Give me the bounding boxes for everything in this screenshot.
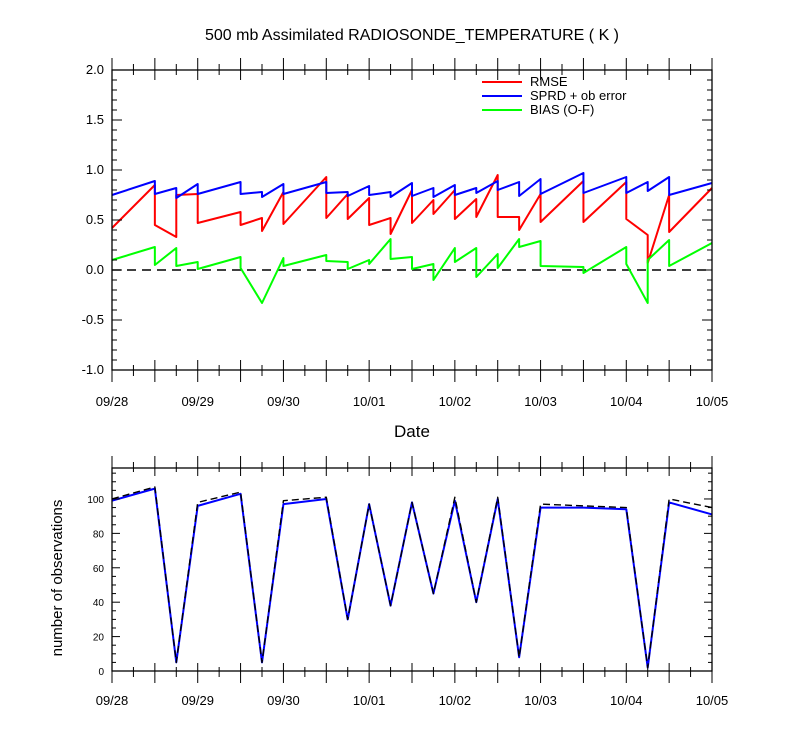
x-tick-label: 10/01 [353, 693, 386, 708]
legend-label-rmse: RMSE [530, 74, 568, 89]
y-tick-label: -1.0 [82, 362, 104, 377]
y-tick-label: 1.0 [86, 162, 104, 177]
x-tick-label: 10/03 [524, 693, 557, 708]
y-tick-label: 0.5 [86, 212, 104, 227]
y-tick-label: 80 [93, 529, 105, 540]
chart-title: 500 mb Assimilated RADIOSONDE_TEMPERATUR… [205, 27, 619, 44]
y-tick-label: 0.0 [86, 262, 104, 277]
x-tick-label: 10/02 [439, 394, 472, 409]
x-tick-label: 10/05 [696, 394, 729, 409]
x-tick-label: 10/01 [353, 394, 386, 409]
series-line-used [111, 487, 713, 669]
series-line-sprd-ob-error [111, 172, 713, 199]
series-line-rmse [111, 174, 713, 264]
y-tick-label: 0 [98, 667, 104, 678]
x-tick-label: 10/04 [610, 394, 643, 409]
x-tick-label: 09/28 [96, 693, 129, 708]
series-line-bias-o-f [111, 238, 713, 304]
bottom-plot-frame [111, 467, 713, 672]
top-x-axis-label: Date [394, 422, 430, 441]
x-tick-label: 09/29 [181, 394, 214, 409]
bottom-chart: 0 20 40 60 80 100 09/28 09/29 09/30 10/01 10/02 10… [87, 456, 728, 708]
y-tick-label: 100 [87, 495, 104, 506]
bottom-y-axis-label: number of observations [49, 500, 66, 657]
y-tick-label: -0.5 [82, 312, 104, 327]
x-tick-label: 09/29 [181, 693, 214, 708]
x-tick-label: 10/02 [439, 693, 472, 708]
y-tick-label: 1.5 [86, 112, 104, 127]
top-series-group [111, 172, 713, 304]
y-tick-label: 60 [93, 564, 105, 575]
x-tick-label: 09/30 [267, 394, 300, 409]
x-tick-label: 10/03 [524, 394, 557, 409]
legend-label-bias-o-f: BIAS (O-F) [530, 102, 594, 117]
legend-label-sprd-ob-error: SPRD + ob error [530, 88, 627, 103]
x-tick-label: 10/04 [610, 693, 643, 708]
x-tick-label: 10/05 [696, 693, 729, 708]
series-line-available [111, 486, 713, 669]
x-tick-label: 09/30 [267, 693, 300, 708]
bottom-x-axis: 09/28 09/29 09/30 10/01 10/02 10/03 10/04 10/05 [96, 456, 729, 708]
bottom-series-group [111, 486, 713, 669]
top-x-axis: 09/28 09/29 09/30 10/01 10/02 10/03 10/04 10/05 [96, 58, 729, 409]
top-y-axis: -1.0 -0.5 0.0 0.5 1.0 1.5 2.0 [82, 62, 712, 377]
y-tick-label: 20 [93, 633, 105, 644]
y-tick-label: 40 [93, 598, 105, 609]
y-tick-label: 2.0 [86, 62, 104, 77]
x-tick-label: 09/28 [96, 394, 129, 409]
bottom-y-axis: 0 20 40 60 80 100 [87, 472, 712, 678]
